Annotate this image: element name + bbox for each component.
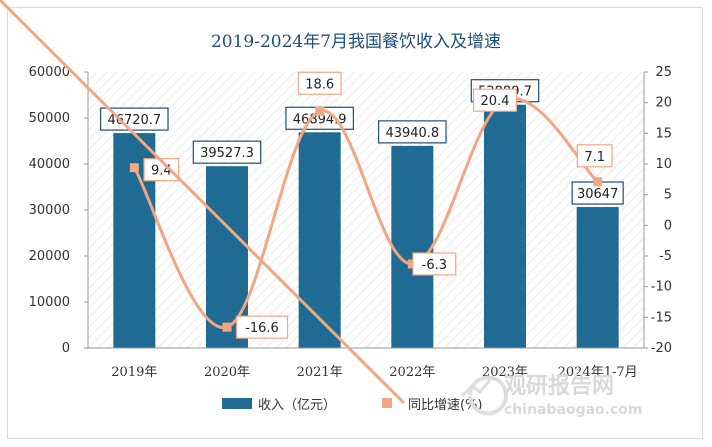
y-right-tick-label: 20	[655, 96, 672, 111]
legend: 收入（亿元） 同比增速(%)	[0, 0, 483, 413]
x-tick-label: 2022年	[389, 365, 435, 380]
line-point	[593, 177, 603, 187]
legend-line-swatch	[0, 0, 406, 405]
bar	[484, 104, 526, 348]
line-data-label-box	[235, 315, 289, 339]
line-point	[315, 106, 325, 116]
bar-data-label: 46720.7	[107, 113, 161, 128]
y-left-tick-label: 50000	[29, 111, 70, 126]
bar-data-label-box	[100, 107, 169, 131]
right-axis: -20 -15 -10 -5 0 5 10 15 20 25	[643, 65, 672, 356]
y-right-tick-label: -20	[651, 341, 672, 356]
line-data-label-box	[412, 252, 457, 276]
line-point	[129, 163, 139, 173]
watermark: 观研报告网 chinabaogao.com	[460, 374, 642, 418]
line-data-label-box	[473, 88, 518, 112]
category-axis: 2019年 2020年 2021年 2022年 2023年 2024年1-7月	[88, 347, 644, 380]
x-tick-label: 2024年1-7月	[558, 365, 638, 380]
line-data-label-box	[297, 71, 342, 95]
y-right-tick-label: -15	[651, 310, 672, 325]
legend-bar-swatch	[222, 398, 252, 409]
bar	[391, 145, 434, 348]
plot-area	[88, 72, 644, 348]
watermark-logo-icon	[460, 375, 508, 416]
chart-title: 2019-2024年7月我国餐饮收入及增速	[211, 32, 501, 52]
bar-data-label: 30647	[577, 187, 618, 202]
x-tick-label: 2019年	[111, 365, 157, 380]
y-right-tick-label: -10	[651, 280, 672, 295]
bar-data-label: 39527.3	[200, 146, 254, 161]
bar-data-label-box	[378, 120, 447, 144]
line-data-label-box	[143, 158, 180, 182]
x-tick-label: 2020年	[204, 365, 250, 380]
line-data-label: 7.1	[584, 150, 605, 165]
y-left-tick-label: 0	[62, 341, 70, 356]
line-data-label: 20.4	[481, 94, 510, 109]
watermark-url: chinabaogao.com	[504, 402, 642, 418]
bar	[576, 207, 619, 348]
line-series: 9.4 -16.6 18.6 -6.3 20.4 7.1	[129, 71, 613, 339]
y-right-tick-label: -5	[659, 249, 672, 264]
x-tick-label: 2021年	[297, 365, 343, 380]
y-right-tick-label: 5	[664, 188, 672, 203]
y-right-tick-label: 15	[655, 126, 672, 141]
left-axis: 0 10000 20000 30000 40000 50000 60000	[29, 65, 89, 356]
line-data-label: -6.3	[422, 258, 447, 273]
y-right-tick-label: 0	[664, 218, 672, 233]
y-left-tick-label: 40000	[29, 157, 70, 172]
bar-data-label: 43940.8	[385, 126, 439, 141]
line-point	[222, 322, 232, 332]
y-left-tick-label: 30000	[29, 203, 70, 218]
bar	[298, 132, 341, 348]
line-data-label: -16.6	[245, 321, 279, 336]
line-data-label: 9.4	[151, 164, 172, 179]
watermark-brand: 观研报告网	[504, 374, 614, 399]
y-right-tick-label: 10	[655, 157, 672, 172]
y-right-tick-label: 25	[655, 65, 672, 80]
line-data-label: 18.6	[305, 77, 334, 92]
legend-bar-label: 收入（亿元）	[258, 398, 336, 413]
y-left-tick-label: 60000	[29, 65, 70, 80]
y-left-tick-label: 10000	[29, 295, 70, 310]
y-left-tick-label: 20000	[29, 249, 70, 264]
legend-line-label: 同比增速(%)	[408, 398, 483, 413]
legend-line-marker	[382, 398, 392, 408]
line-data-label-box	[576, 144, 613, 168]
bar-data-label-box	[192, 140, 262, 164]
